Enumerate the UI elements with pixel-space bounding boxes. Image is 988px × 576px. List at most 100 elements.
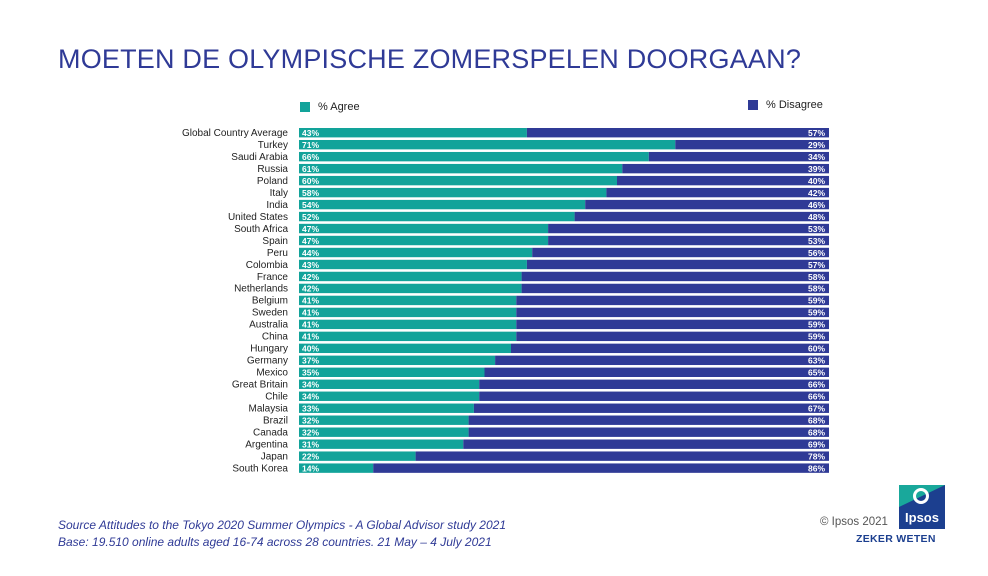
bar-agree [299,307,517,318]
category-label: Saudi Arabia [231,152,288,163]
data-label-agree: 34% [302,392,319,402]
bar-agree [299,403,474,413]
category-label: Turkey [258,140,288,151]
bar-disagree [622,163,829,174]
data-label-disagree: 56% [808,248,825,258]
bar-agree [299,283,522,294]
bar-disagree [479,391,829,401]
category-label: Germany [247,356,288,367]
bar-agree [299,187,607,198]
category-label: Canada [253,428,288,439]
bar-disagree [675,139,829,150]
data-label-disagree: 46% [808,200,825,210]
legend-agree-label: % Agree [318,101,360,113]
data-label-disagree: 57% [808,128,825,138]
category-label: Colombia [246,260,289,271]
category-label: Netherlands [234,284,288,295]
bar-agree [299,175,617,186]
bar-agree [299,199,586,210]
data-label-disagree: 67% [808,404,825,414]
legend-disagree-label: % Disagree [766,99,823,111]
data-label-agree: 34% [302,380,319,390]
data-label-disagree: 78% [808,451,825,461]
data-label-agree: 37% [302,356,319,366]
logo-mark-icon [913,488,929,504]
data-label-agree: 43% [302,128,319,138]
data-label-disagree: 68% [808,416,825,426]
category-label: Australia [249,320,288,331]
data-label-disagree: 29% [808,140,825,150]
bar-disagree [511,343,829,354]
data-label-disagree: 53% [808,224,825,234]
data-label-agree: 14% [302,463,319,473]
bar-agree [299,379,480,389]
data-label-agree: 60% [302,176,319,186]
data-label-agree: 33% [302,404,319,414]
bar-disagree [526,128,829,138]
data-label-agree: 71% [302,140,319,150]
source-line: Source Attitudes to the Tokyo 2020 Summe… [58,518,506,532]
category-label: Chile [265,392,288,403]
page-title: MOETEN DE OLYMPISCHE ZOMERSPELEN DOORGAA… [58,44,802,74]
bar-disagree [463,439,829,449]
category-label: United States [228,212,288,223]
bar-agree [299,211,575,222]
data-label-disagree: 65% [808,368,825,378]
data-label-agree: 44% [302,248,319,258]
category-label: Mexico [256,368,288,379]
bar-agree [299,415,469,425]
bar-disagree [468,427,829,437]
category-label: Global Country Average [182,128,288,139]
data-label-disagree: 57% [808,260,825,270]
bar-agree [299,163,623,174]
bar-disagree [415,451,829,461]
bar-disagree [468,415,829,425]
data-label-agree: 54% [302,200,319,210]
copyright: © Ipsos 2021 [820,516,888,528]
data-label-disagree: 53% [808,236,825,246]
data-label-disagree: 59% [808,332,825,342]
bar-disagree [373,463,829,473]
data-label-agree: 47% [302,224,319,234]
legend-disagree: % Disagree [748,99,823,111]
data-label-agree: 22% [302,451,319,461]
category-label: Russia [257,164,288,175]
bar-disagree [495,355,829,366]
category-label: France [257,272,289,283]
legend-agree-swatch [300,102,310,112]
category-label: South Africa [234,224,288,235]
bar-agree [299,151,649,162]
category-label: Peru [267,248,288,259]
category-label: Belgium [252,296,288,307]
tagline: ZEKER WETEN [856,533,936,545]
ipsos-logo: Ipsos [899,485,945,529]
data-label-disagree: 48% [808,212,825,222]
bar-agree [299,439,464,449]
bar-disagree [516,319,829,330]
bar-agree [299,271,522,282]
bar-disagree [548,235,829,246]
data-label-agree: 40% [302,344,319,354]
bar-disagree [516,295,829,306]
data-label-agree: 32% [302,428,319,438]
data-label-disagree: 42% [808,188,825,198]
bar-disagree [484,367,829,377]
data-label-disagree: 59% [808,320,825,330]
bar-disagree [521,271,829,282]
data-label-disagree: 66% [808,392,825,402]
data-label-disagree: 39% [808,164,825,174]
bar-disagree [473,403,829,413]
bar-agree [299,139,676,150]
bar-agree [299,463,374,473]
category-label: Hungary [250,344,288,355]
bar-disagree [606,187,829,198]
bar-agree [299,259,527,270]
data-label-disagree: 34% [808,152,825,162]
bar-disagree [479,379,829,389]
data-label-agree: 41% [302,308,319,318]
data-label-agree: 42% [302,272,319,282]
category-label: Malaysia [249,404,289,415]
logo-text: Ipsos [905,510,939,525]
category-label: Italy [270,188,288,199]
